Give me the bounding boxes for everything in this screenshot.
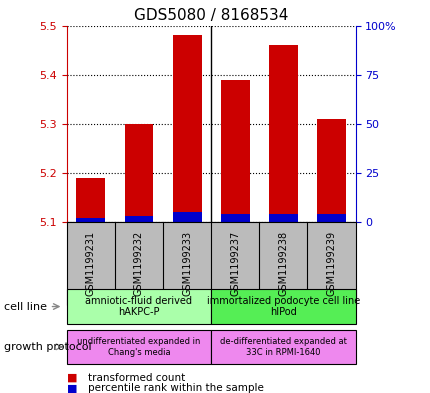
Bar (316, 119, 345, 222)
Text: GSM1199233: GSM1199233 (182, 231, 192, 296)
Bar (316, 214, 345, 222)
Bar (172, 212, 201, 222)
Text: percentile rank within the sample: percentile rank within the sample (88, 383, 264, 393)
Bar (172, 35, 201, 222)
Bar (76, 178, 105, 222)
Text: ■: ■ (67, 373, 77, 383)
Text: GSM1199231: GSM1199231 (86, 231, 95, 296)
Text: growth protocol: growth protocol (4, 342, 92, 352)
Text: GSM1199238: GSM1199238 (278, 231, 288, 296)
Text: GSM1199232: GSM1199232 (134, 231, 144, 296)
Text: undifferentiated expanded in
Chang's media: undifferentiated expanded in Chang's med… (77, 337, 200, 356)
Bar (124, 216, 153, 222)
Bar (124, 124, 153, 222)
Text: de-differentiated expanded at
33C in RPMI-1640: de-differentiated expanded at 33C in RPM… (219, 337, 346, 356)
Text: immortalized podocyte cell line
hIPod: immortalized podocyte cell line hIPod (206, 296, 359, 317)
Title: GDS5080 / 8168534: GDS5080 / 8168534 (134, 8, 288, 23)
Text: ■: ■ (67, 383, 77, 393)
Bar (268, 214, 297, 222)
Bar (76, 218, 105, 222)
Text: cell line: cell line (4, 301, 47, 312)
Text: transformed count: transformed count (88, 373, 185, 383)
Text: GSM1199239: GSM1199239 (326, 231, 336, 296)
Text: amniotic-fluid derived
hAKPC-P: amniotic-fluid derived hAKPC-P (85, 296, 192, 317)
Bar (220, 214, 249, 222)
Text: GSM1199237: GSM1199237 (230, 231, 240, 296)
Bar (220, 79, 249, 222)
Bar (268, 45, 297, 222)
